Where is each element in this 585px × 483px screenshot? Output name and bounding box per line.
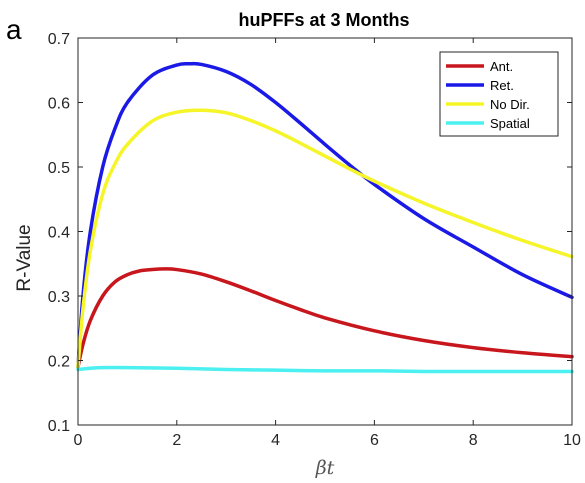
y-tick-label: 0.5 xyxy=(48,160,70,177)
x-tick-label: 2 xyxy=(172,432,181,449)
y-tick-label: 0.2 xyxy=(48,354,70,371)
series-line-0 xyxy=(76,267,574,369)
series-line-2 xyxy=(76,108,574,369)
legend: Ant. Ret. No Dir. Spatial xyxy=(439,51,559,137)
legend-label-3: Spatial xyxy=(490,116,530,131)
panel-letter: a xyxy=(6,14,22,45)
legend-label-1: Ret. xyxy=(490,78,514,93)
y-tick-label: 0.4 xyxy=(48,225,70,242)
y-tick-label: 0.3 xyxy=(48,289,70,306)
y-tick-label: 0.7 xyxy=(48,31,70,48)
y-tick-label: 0.6 xyxy=(48,96,70,113)
legend-label-0: Ant. xyxy=(490,59,513,74)
x-tick-label: 4 xyxy=(271,432,280,449)
y-axis-label: R-Value xyxy=(14,224,35,291)
series-line-3 xyxy=(76,365,574,374)
series-line-1 xyxy=(76,61,574,369)
x-axis-label: βt xyxy=(315,457,335,479)
plot-area xyxy=(76,61,574,374)
legend-label-2: No Dir. xyxy=(490,97,530,112)
x-tick-label: 0 xyxy=(74,432,83,449)
y-tick-label: 0.1 xyxy=(48,418,70,435)
chart-title: huPFFs at 3 Months xyxy=(239,10,410,30)
axes: 0 2 4 6 8 10 0.1 0.2 0.3 0.4 0.5 0.6 0.7 xyxy=(48,31,581,449)
x-tick-label: 8 xyxy=(469,432,478,449)
x-tick-label: 6 xyxy=(370,432,379,449)
x-tick-label: 10 xyxy=(563,432,581,449)
